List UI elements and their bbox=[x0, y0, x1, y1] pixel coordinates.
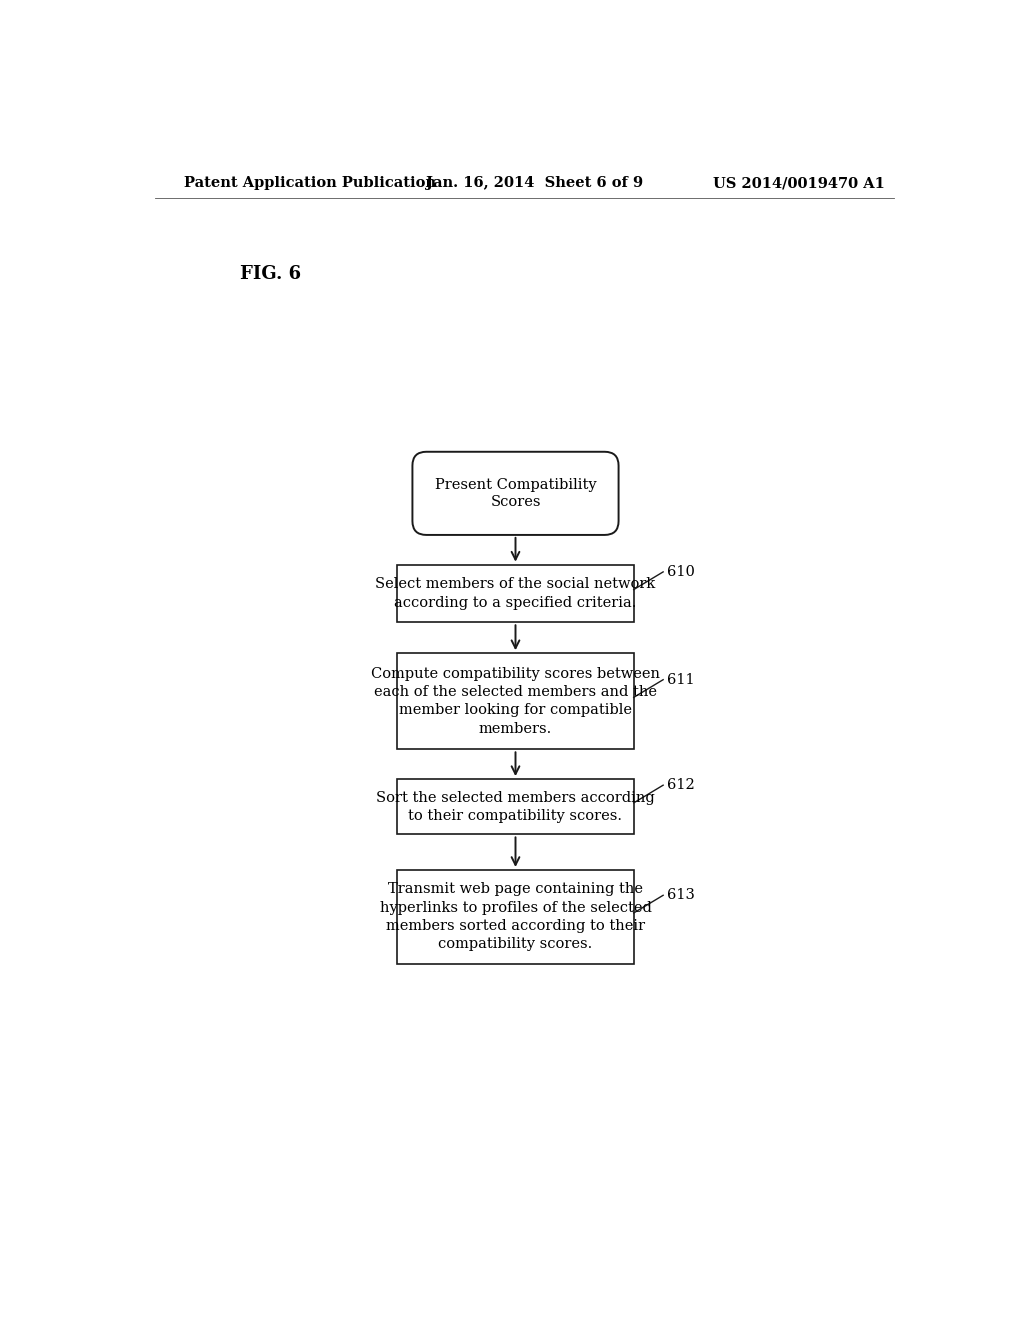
Text: 610: 610 bbox=[667, 565, 695, 579]
Text: Transmit web page containing the
hyperlinks to profiles of the selected
members : Transmit web page containing the hyperli… bbox=[380, 882, 651, 952]
Text: Select members of the social network
according to a specified criteria.: Select members of the social network acc… bbox=[376, 577, 655, 610]
FancyBboxPatch shape bbox=[397, 779, 634, 834]
Text: US 2014/0019470 A1: US 2014/0019470 A1 bbox=[713, 176, 885, 190]
Text: 613: 613 bbox=[667, 888, 695, 903]
Text: 612: 612 bbox=[667, 779, 694, 792]
Text: 611: 611 bbox=[667, 673, 694, 686]
Text: Sort the selected members according
to their compatibility scores.: Sort the selected members according to t… bbox=[376, 791, 655, 822]
Text: Compute compatibility scores between
each of the selected members and the
member: Compute compatibility scores between eac… bbox=[371, 667, 660, 735]
FancyBboxPatch shape bbox=[397, 653, 634, 750]
FancyBboxPatch shape bbox=[397, 870, 634, 964]
FancyBboxPatch shape bbox=[397, 565, 634, 622]
FancyBboxPatch shape bbox=[413, 451, 618, 535]
Text: Present Compatibility
Scores: Present Compatibility Scores bbox=[434, 478, 596, 510]
Text: FIG. 6: FIG. 6 bbox=[241, 265, 301, 282]
Text: Patent Application Publication: Patent Application Publication bbox=[183, 176, 436, 190]
Text: Jan. 16, 2014  Sheet 6 of 9: Jan. 16, 2014 Sheet 6 of 9 bbox=[426, 176, 643, 190]
